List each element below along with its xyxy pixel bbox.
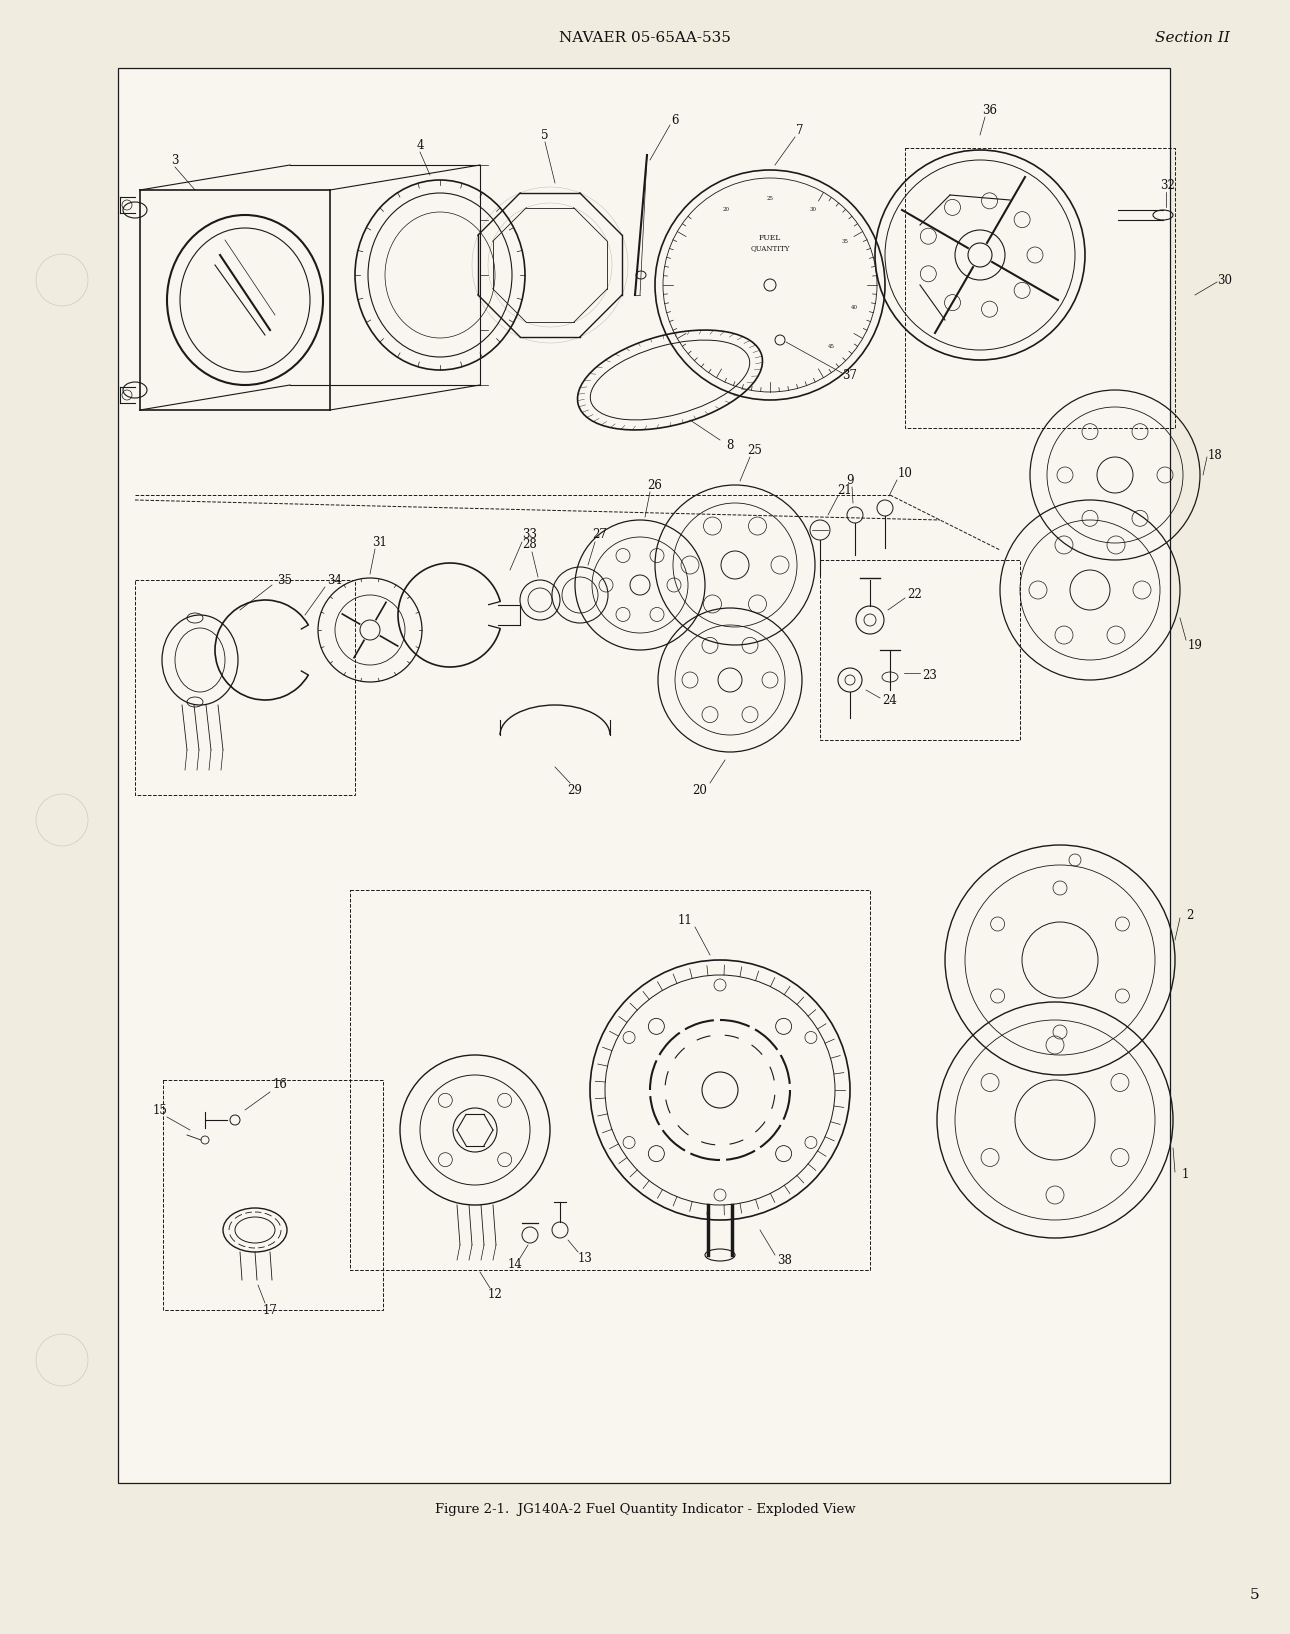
Bar bbox=[163, 1080, 383, 1310]
Text: 36: 36 bbox=[983, 103, 997, 116]
Bar bbox=[117, 69, 1170, 1484]
Text: NAVAER 05-65AA-535: NAVAER 05-65AA-535 bbox=[559, 31, 731, 46]
Text: 30: 30 bbox=[810, 208, 817, 212]
Text: 40: 40 bbox=[850, 306, 858, 310]
Text: Figure 2-1.  JG140A-2 Fuel Quantity Indicator - Exploded View: Figure 2-1. JG140A-2 Fuel Quantity Indic… bbox=[435, 1503, 855, 1516]
Text: 45: 45 bbox=[828, 345, 835, 350]
Ellipse shape bbox=[36, 794, 88, 846]
Text: 31: 31 bbox=[373, 536, 387, 549]
Text: 19: 19 bbox=[1188, 639, 1202, 652]
Bar bbox=[350, 891, 869, 1270]
Text: 35: 35 bbox=[842, 239, 849, 243]
Text: 8: 8 bbox=[726, 438, 734, 451]
Text: 10: 10 bbox=[898, 466, 912, 479]
Text: 35: 35 bbox=[277, 574, 293, 587]
Text: 5: 5 bbox=[542, 129, 548, 142]
Text: 29: 29 bbox=[568, 783, 583, 796]
Text: 4: 4 bbox=[417, 139, 423, 152]
Text: 21: 21 bbox=[837, 484, 853, 497]
Text: 38: 38 bbox=[778, 1253, 792, 1266]
Text: 33: 33 bbox=[522, 528, 538, 541]
Text: 25: 25 bbox=[766, 196, 774, 201]
Text: 37: 37 bbox=[842, 369, 858, 381]
Text: 23: 23 bbox=[922, 668, 938, 681]
Text: 16: 16 bbox=[272, 1078, 288, 1092]
Text: 15: 15 bbox=[152, 1103, 168, 1116]
Text: 28: 28 bbox=[522, 539, 538, 552]
Text: 1: 1 bbox=[1182, 1168, 1188, 1181]
Text: 22: 22 bbox=[908, 588, 922, 601]
Text: QUANTITY: QUANTITY bbox=[751, 243, 789, 252]
Text: 34: 34 bbox=[328, 574, 343, 587]
Text: 30: 30 bbox=[1218, 273, 1232, 286]
Text: 14: 14 bbox=[507, 1258, 522, 1271]
Ellipse shape bbox=[36, 1333, 88, 1386]
Text: 18: 18 bbox=[1207, 448, 1223, 461]
Text: 3: 3 bbox=[172, 154, 179, 167]
Text: 32: 32 bbox=[1161, 178, 1175, 191]
Text: 12: 12 bbox=[488, 1289, 502, 1302]
Text: 20: 20 bbox=[693, 783, 707, 796]
Text: 17: 17 bbox=[263, 1304, 277, 1317]
Text: 11: 11 bbox=[677, 913, 693, 926]
Text: 27: 27 bbox=[592, 528, 608, 541]
Text: 5: 5 bbox=[1250, 1588, 1260, 1601]
Bar bbox=[820, 560, 1020, 740]
Bar bbox=[135, 580, 355, 796]
Text: Section II: Section II bbox=[1155, 31, 1229, 46]
Text: 13: 13 bbox=[578, 1252, 592, 1265]
Text: 7: 7 bbox=[796, 124, 804, 137]
Bar bbox=[906, 149, 1175, 428]
Text: 9: 9 bbox=[846, 474, 854, 487]
Text: 24: 24 bbox=[882, 693, 898, 706]
Text: 26: 26 bbox=[648, 479, 663, 492]
Ellipse shape bbox=[36, 253, 88, 306]
Text: 2: 2 bbox=[1187, 909, 1193, 922]
Text: 25: 25 bbox=[748, 443, 762, 456]
Text: 20: 20 bbox=[722, 208, 730, 212]
Text: FUEL: FUEL bbox=[759, 234, 782, 242]
Text: 6: 6 bbox=[671, 113, 679, 126]
